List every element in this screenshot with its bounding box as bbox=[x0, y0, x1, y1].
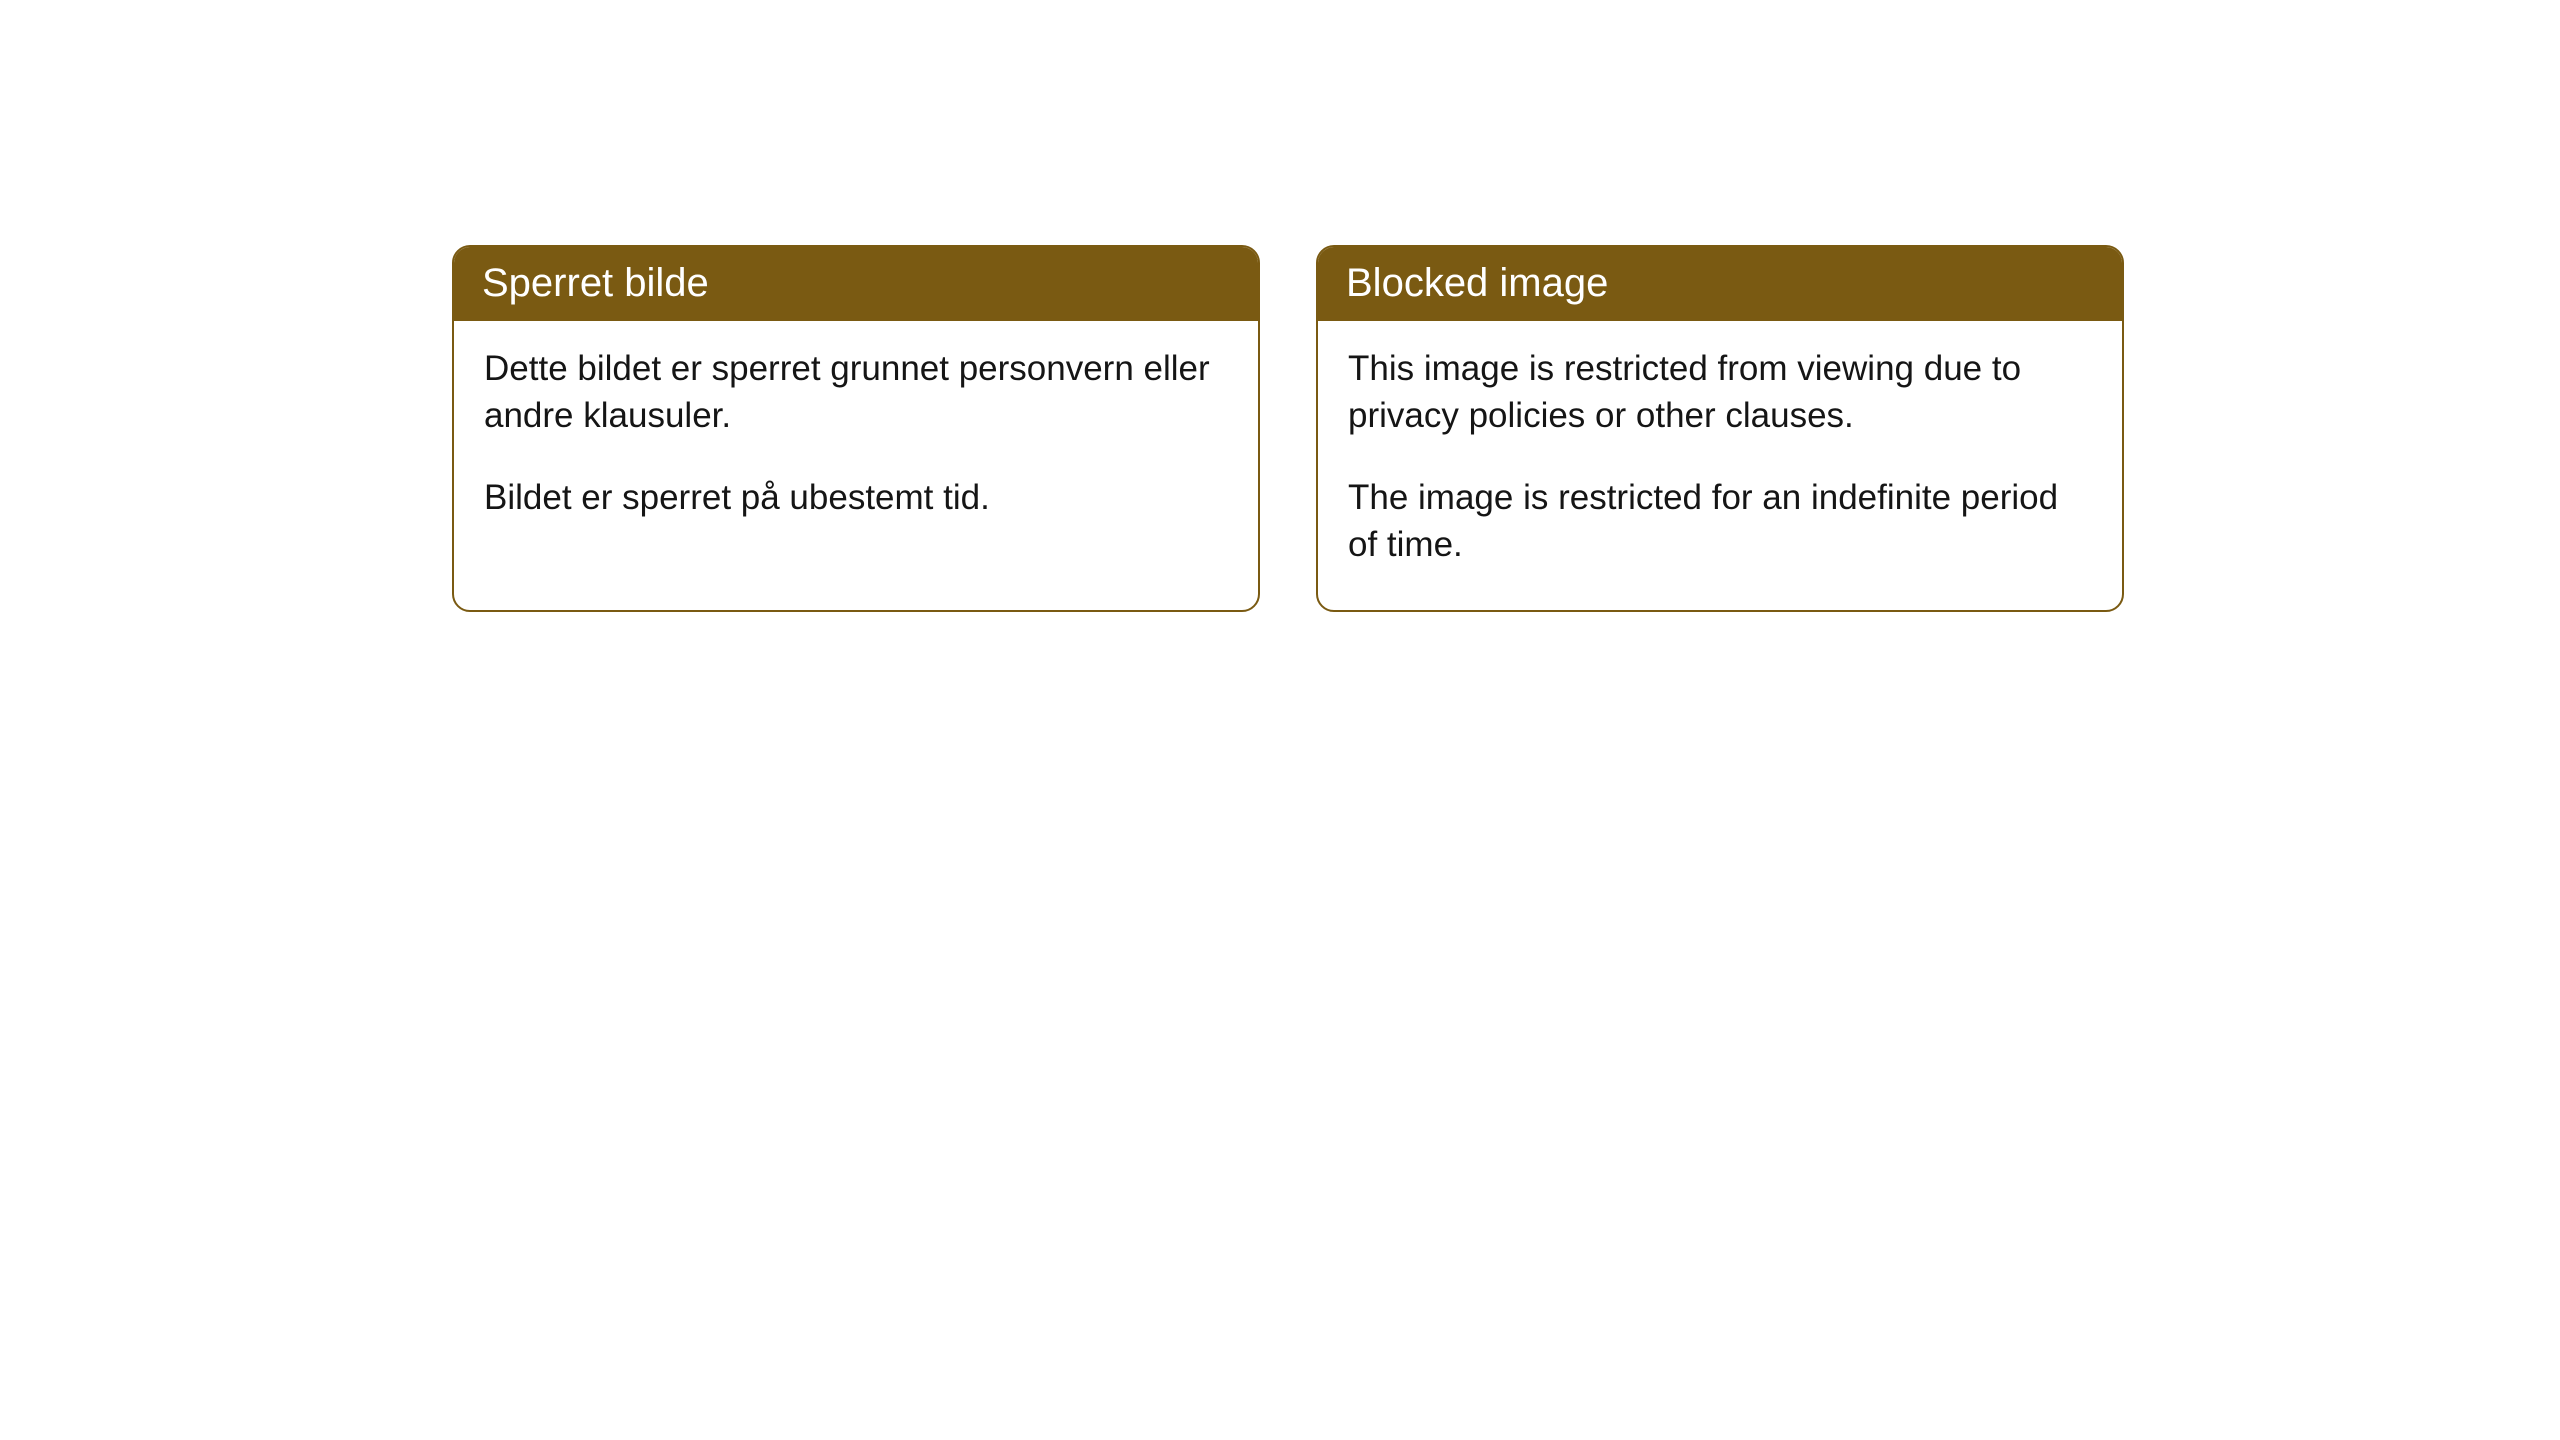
card-title-no: Sperret bilde bbox=[454, 247, 1258, 321]
card-paragraph-no-2: Bildet er sperret på ubestemt tid. bbox=[484, 474, 1228, 521]
blocked-image-card-en: Blocked image This image is restricted f… bbox=[1316, 245, 2124, 612]
card-paragraph-no-1: Dette bildet er sperret grunnet personve… bbox=[484, 345, 1228, 440]
card-body-no: Dette bildet er sperret grunnet personve… bbox=[454, 321, 1258, 563]
card-body-en: This image is restricted from viewing du… bbox=[1318, 321, 2122, 610]
card-paragraph-en-1: This image is restricted from viewing du… bbox=[1348, 345, 2092, 440]
card-title-en: Blocked image bbox=[1318, 247, 2122, 321]
card-paragraph-en-2: The image is restricted for an indefinit… bbox=[1348, 474, 2092, 569]
notice-cards-container: Sperret bilde Dette bildet er sperret gr… bbox=[0, 0, 2560, 612]
blocked-image-card-no: Sperret bilde Dette bildet er sperret gr… bbox=[452, 245, 1260, 612]
